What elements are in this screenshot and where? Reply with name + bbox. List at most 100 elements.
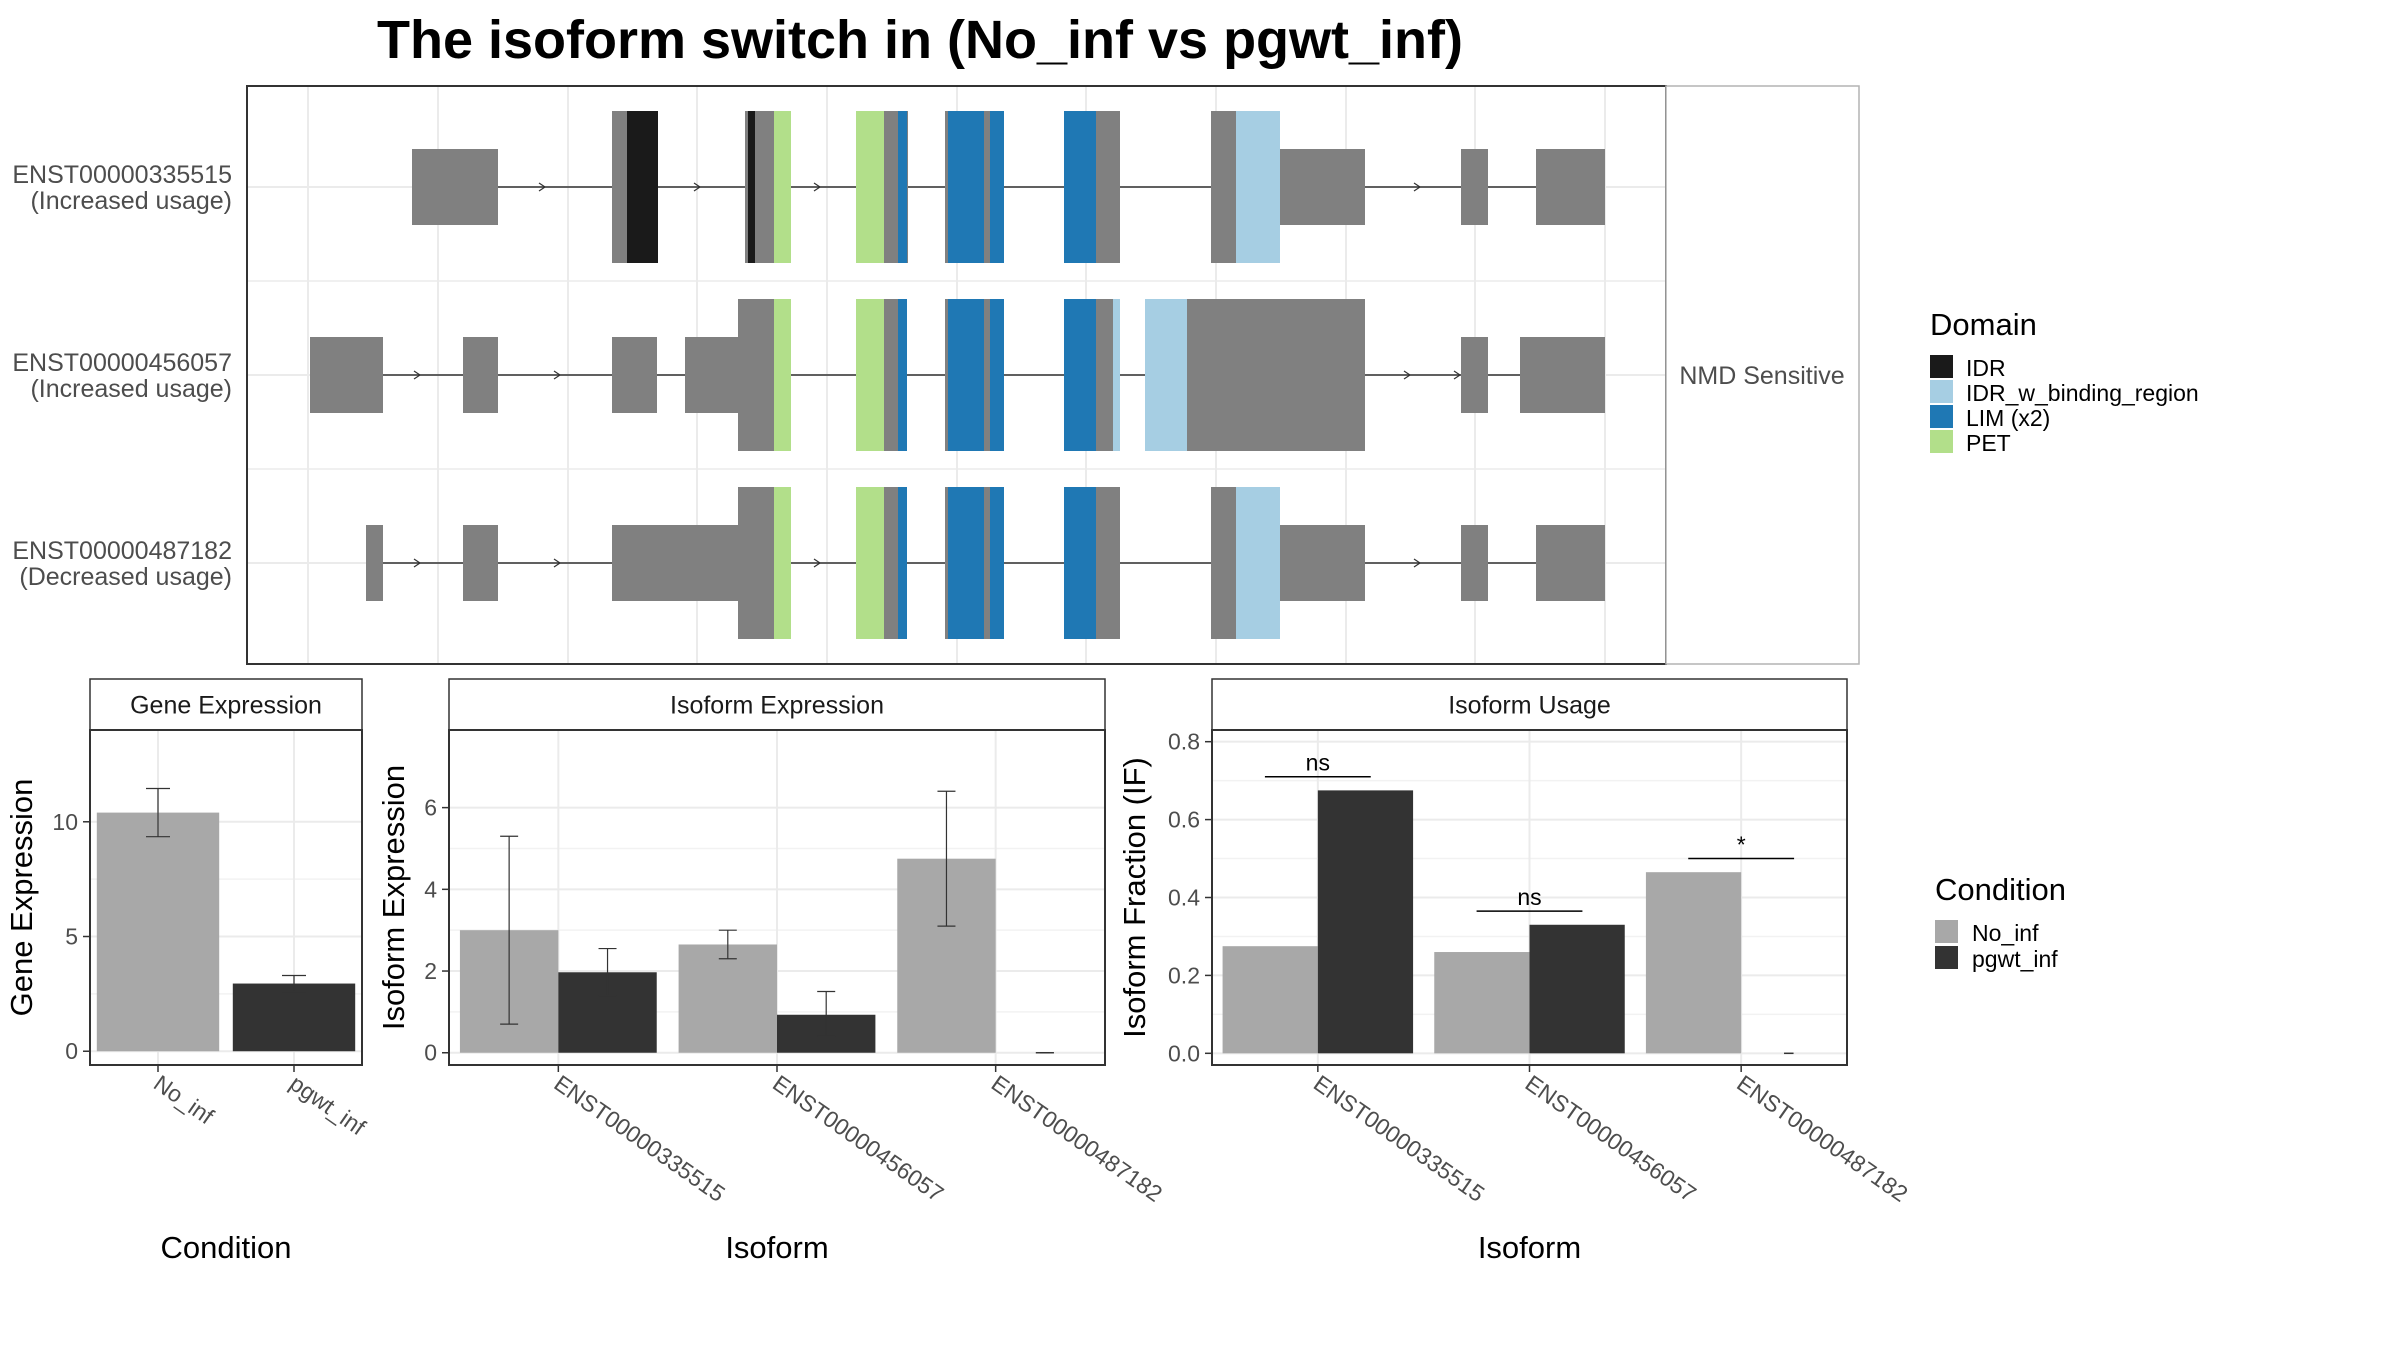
legend-key-idr-binding [1930,380,1953,403]
y-tick-label: 6 [424,795,437,821]
utr-exon [310,337,383,413]
nmd-strip [1665,85,1860,665]
domain-block [990,487,1004,639]
transcript-usage-2: (Increased usage) [30,375,232,403]
strand-arrow [1413,558,1422,568]
legend-label-lim: LIM (x2) [1966,405,2050,431]
y-tick-label: 10 [52,809,78,835]
utr-exon [1520,337,1605,413]
utr-exon [612,525,738,601]
y-tick-label: 5 [65,924,78,950]
utr-exon [1280,525,1365,601]
utr-exon [463,337,498,413]
strand-arrow [538,182,547,192]
domain-block [627,111,658,263]
domain-block [748,111,755,263]
x-axis-title: Condition [161,1230,292,1265]
x-tick-label: ENST00000335515 [1309,1070,1489,1207]
x-tick-label: No_inf [149,1070,219,1130]
x-tick-label: ENST00000487182 [987,1070,1167,1207]
transcript-lane-2 [310,299,1605,451]
utr-exon [1461,337,1488,413]
y-tick-label: 0.6 [1168,807,1200,833]
legend-label-pet: PET [1966,430,2011,456]
legend-key-lim [1930,405,1953,428]
coding-exon [1211,111,1236,263]
x-tick-label: ENST00000335515 [549,1070,729,1207]
coding-exon [612,111,622,263]
panel-strip [1211,678,1848,731]
domain-block [1064,299,1096,451]
transcript-label-3: ENST00000487182 [12,537,232,565]
transcript-label-2: ENST00000456057 [12,349,232,377]
domain-block [898,299,907,451]
coding-exon [1211,487,1236,639]
legend-key-pgwt-inf [1935,946,1958,969]
domain-block [990,111,1004,263]
y-tick-label: 0.8 [1168,729,1200,755]
legend-label-pgwt-inf: pgwt_inf [1972,946,2058,972]
legend-key-no-inf [1935,920,1958,943]
coding-exon [738,299,775,451]
strand-arrow [813,558,822,568]
domain-block [1113,299,1120,451]
y-tick-label: 0 [65,1038,78,1064]
domain-block [898,111,907,263]
domain-block [1236,487,1280,639]
x-axis-title: Isoform [1478,1230,1581,1265]
utr-exon [412,149,498,225]
y-axis-title: Gene Expression [4,779,39,1017]
legend-key-pet [1930,430,1953,453]
figure-title: The isoform switch in (No_inf vs pgwt_in… [377,10,1463,70]
domain-block [774,111,791,263]
utr-exon [612,337,657,413]
strand-arrow [553,370,562,380]
domain-block [1064,487,1096,639]
domain-legend-title: Domain [1930,307,2037,342]
panel-strip [89,678,363,731]
condition-legend-title: Condition [1935,872,2066,907]
coding-exon [1096,111,1120,263]
utr-exon [1461,525,1488,601]
panel-strip [448,678,1106,731]
utr-exon [1280,149,1365,225]
bar [1645,872,1742,1054]
significance-label: * [1737,832,1746,858]
bar [1222,946,1318,1054]
legend-label-idr: IDR [1966,355,2006,381]
domain-block [856,487,884,639]
strand-arrow [1403,370,1412,380]
domain-block [948,487,984,639]
strand-arrow [693,182,702,192]
coding-exon [738,487,775,639]
domain-block [774,299,791,451]
nmd-sensitive-label: NMD Sensitive [1679,362,1844,390]
coding-exon [755,111,775,263]
y-tick-label: 2 [424,958,437,984]
transcript-label-1: ENST00000335515 [12,161,232,189]
domain-block [1145,299,1187,451]
utr-exon [1461,149,1488,225]
strand-arrow [813,182,822,192]
utr-exon [463,525,498,601]
coding-exon [1195,299,1365,451]
y-tick-label: 0.4 [1168,885,1200,911]
transcript-usage-3: (Decreased usage) [19,563,232,591]
domain-block [1236,111,1280,263]
panel-strip-title: Isoform Expression [670,692,884,720]
bar [96,812,220,1052]
strand-arrow [553,558,562,568]
transcript-lanes [310,111,1605,639]
y-axis-title: Isoform Fraction (IF) [1117,757,1152,1038]
y-tick-label: 0.2 [1168,962,1200,988]
strand-arrow [1453,370,1462,380]
y-tick-label: 0 [424,1040,437,1066]
domain-block [948,299,984,451]
domain-legend: Domain IDR IDR_w_binding_region LIM (x2)… [1930,307,2199,456]
bar [678,944,777,1053]
utr-exon [685,337,738,413]
transcript-lane-1 [412,111,1605,263]
legend-key-idr [1930,355,1953,378]
transcript-structure-panel: ENST00000335515 (Increased usage) ENST00… [12,85,1860,665]
